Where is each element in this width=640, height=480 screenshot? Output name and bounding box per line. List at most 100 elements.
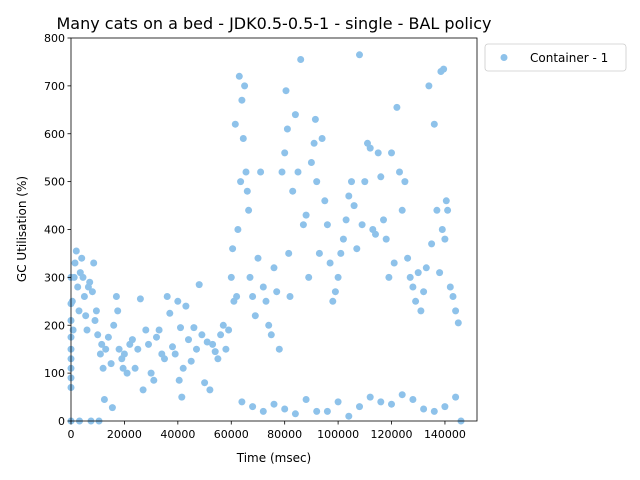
data-point	[393, 103, 401, 111]
data-point	[281, 405, 289, 413]
data-point	[302, 211, 310, 219]
data-point	[297, 56, 305, 63]
data-point	[442, 197, 450, 205]
data-point	[211, 348, 219, 356]
data-point	[436, 269, 444, 277]
data-point	[420, 405, 428, 413]
data-point	[342, 216, 350, 224]
data-point	[428, 240, 436, 248]
data-point	[318, 135, 326, 142]
data-point	[291, 111, 299, 119]
data-point	[440, 65, 448, 73]
data-point	[307, 159, 315, 166]
data-point	[229, 245, 237, 253]
data-point	[294, 168, 302, 176]
data-point	[323, 407, 331, 415]
data-point	[123, 369, 131, 377]
x-axis-ticks: 0 20000 40000 60000 80000 100000 120000 140000	[68, 421, 466, 441]
data-point	[147, 369, 155, 377]
data-point	[134, 345, 142, 353]
data-point	[115, 345, 123, 353]
data-point	[104, 333, 112, 341]
data-point	[242, 168, 250, 176]
data-point	[249, 293, 257, 300]
data-point	[145, 340, 152, 348]
data-point	[315, 249, 323, 257]
x-tick-label: 80000	[267, 428, 302, 441]
data-point	[201, 379, 209, 387]
data-point	[222, 345, 230, 353]
data-point	[331, 288, 339, 296]
data-point	[339, 235, 347, 243]
data-point	[179, 364, 187, 372]
data-point	[166, 309, 174, 317]
data-point	[278, 168, 286, 176]
legend: Container - 1	[484, 43, 627, 72]
data-point	[86, 278, 94, 286]
data-point	[75, 307, 83, 315]
data-point	[96, 350, 104, 358]
data-point	[444, 206, 452, 214]
data-point	[356, 403, 363, 411]
data-point	[283, 125, 291, 133]
data-point	[190, 324, 198, 332]
data-point	[305, 273, 313, 281]
data-point	[452, 393, 460, 401]
data-point	[107, 360, 115, 368]
x-tick-label: 140000	[424, 428, 466, 441]
data-point	[70, 273, 78, 281]
data-point	[203, 338, 211, 346]
x-axis-label: Time (msec)	[236, 451, 311, 465]
data-point	[388, 400, 395, 408]
data-point	[382, 235, 390, 243]
data-point	[175, 376, 183, 384]
chart-title: Many cats on a bed - JDK0.5-0.5-1 - sing…	[56, 14, 491, 33]
data-point	[174, 297, 182, 305]
data-point	[449, 293, 457, 300]
data-point	[334, 273, 342, 281]
data-point	[79, 273, 87, 281]
data-point	[185, 336, 192, 344]
data-point	[291, 410, 299, 418]
data-point	[136, 295, 144, 303]
y-tick-label: 300	[44, 271, 65, 284]
data-point	[198, 331, 206, 339]
data-point	[401, 178, 409, 186]
data-point	[243, 187, 251, 195]
data-point	[110, 321, 118, 329]
y-axis-label: GC Utilisation (%)	[15, 176, 29, 282]
data-point	[262, 297, 270, 305]
data-point	[231, 120, 239, 128]
legend-label: Container - 1	[530, 51, 608, 65]
data-point	[254, 254, 262, 262]
data-point	[270, 400, 278, 408]
data-point	[417, 307, 425, 315]
data-point	[98, 340, 106, 348]
data-point	[171, 350, 179, 358]
data-point	[219, 321, 227, 329]
legend-box	[484, 43, 627, 72]
data-point	[225, 326, 233, 334]
data-point	[178, 393, 186, 401]
data-point	[68, 297, 76, 305]
data-point	[249, 403, 257, 411]
data-point	[310, 139, 318, 147]
data-point	[150, 376, 158, 384]
data-point	[131, 364, 139, 372]
data-point	[438, 226, 446, 233]
data-point	[142, 326, 150, 334]
x-tick-label: 20000	[107, 428, 142, 441]
data-point	[209, 340, 217, 348]
data-point	[114, 307, 122, 315]
data-point	[233, 293, 241, 300]
data-point	[452, 307, 460, 315]
data-point	[128, 336, 136, 344]
data-point	[326, 259, 334, 267]
data-point	[380, 216, 387, 224]
y-tick-label: 100	[44, 367, 65, 380]
data-point	[259, 407, 267, 415]
data-point	[396, 168, 403, 176]
data-point	[177, 324, 184, 332]
data-point	[267, 331, 275, 339]
